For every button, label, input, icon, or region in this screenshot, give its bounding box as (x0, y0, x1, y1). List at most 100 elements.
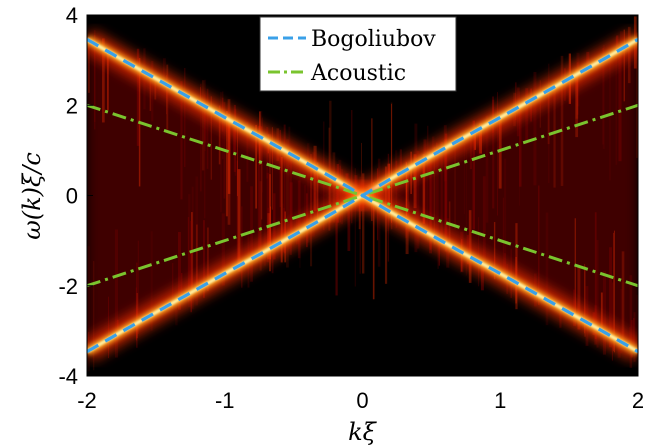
heat-streak (576, 62, 579, 115)
heat-streak (87, 246, 90, 372)
bogoliubov-curve-lower (87, 193, 638, 354)
heat-streak (180, 81, 183, 200)
heat-streak (311, 152, 315, 237)
heat-streak (233, 104, 236, 172)
heat-streak (114, 229, 119, 358)
heat-streak (360, 142, 362, 212)
heat-streak (313, 192, 316, 226)
heat-streak (188, 194, 191, 307)
heat-streak (613, 230, 615, 353)
heat-streak (203, 220, 205, 298)
y-tick-label: 0 (66, 184, 78, 209)
heat-streak (237, 119, 238, 197)
y-axis-title: ω(k)ξ/c (18, 152, 46, 240)
heat-streak (267, 213, 271, 260)
heat-streak (519, 102, 522, 187)
heat-streak (472, 120, 475, 230)
heat-streak (504, 158, 507, 279)
heat-streak (518, 91, 520, 206)
heat-streak (465, 149, 467, 276)
heat-streak (255, 124, 258, 209)
heat-streak (221, 213, 225, 286)
heat-streak (437, 151, 439, 269)
legend-label-acoustic: Acoustic (310, 61, 406, 86)
heat-streak (286, 139, 289, 268)
heat-streak (225, 111, 228, 217)
heat-streak (427, 125, 429, 241)
heat-streak (440, 142, 443, 237)
heat-streak (602, 47, 604, 145)
heat-streak (429, 152, 432, 254)
heat-streak (149, 75, 152, 111)
heat-streak (515, 223, 518, 310)
heat-streak (602, 270, 607, 355)
heat-streak (107, 50, 109, 111)
heat-streak (94, 30, 96, 123)
heat-streak (482, 176, 486, 272)
heat-streak (316, 162, 319, 227)
heat-streak (354, 168, 356, 287)
heat-streak (602, 44, 605, 149)
heat-streak (469, 129, 473, 170)
heat-streak (633, 312, 636, 362)
heat-streak (210, 96, 213, 180)
heat-streak (430, 149, 434, 238)
heat-streak (282, 203, 284, 248)
heat-streak (204, 94, 206, 219)
heat-streak (102, 38, 105, 123)
y-tick-label: -2 (58, 274, 78, 299)
heat-streak (299, 159, 301, 268)
heat-streak (283, 124, 286, 254)
heat-streak (433, 147, 436, 245)
heat-streak (187, 217, 190, 302)
heat-streak (237, 169, 241, 272)
heat-streak (432, 136, 435, 222)
heat-streak (493, 222, 496, 280)
heat-streak (289, 182, 293, 242)
heat-streak (422, 154, 425, 224)
heat-streak (547, 84, 550, 145)
heat-streak (636, 294, 638, 357)
heat-streak (189, 252, 191, 301)
heat-streak (553, 86, 556, 188)
heat-streak (200, 83, 202, 192)
x-axis: -2 -1 0 1 2 (77, 370, 644, 413)
heat-streak (391, 103, 392, 223)
heat-streak (533, 71, 537, 186)
heat-streak (297, 180, 301, 259)
heat-streak (405, 162, 407, 217)
y-tick-label: 2 (66, 93, 78, 118)
heat-streak (575, 69, 579, 119)
x-tick-label: -1 (215, 388, 235, 413)
heat-streak (191, 212, 193, 296)
heat-streak (620, 289, 623, 354)
heat-streak (351, 110, 353, 224)
heat-streak (560, 55, 564, 186)
heat-streak (395, 160, 398, 228)
heat-streak (362, 173, 365, 274)
heat-streak (233, 120, 235, 156)
heat-streak (137, 240, 140, 334)
heat-streak (304, 185, 306, 238)
heat-streak (454, 137, 456, 229)
heat-streak (502, 197, 504, 281)
heat-streak (206, 88, 209, 169)
heat-streak (548, 63, 550, 183)
heat-streak (416, 150, 420, 249)
y-tick-label: 4 (66, 3, 78, 28)
heat-streak (269, 134, 271, 239)
heat-streak (150, 231, 153, 331)
x-tick-label: 2 (632, 388, 644, 413)
heat-streak (136, 48, 140, 146)
heat-streak (207, 227, 209, 292)
heat-streak (289, 148, 292, 255)
heat-streak (618, 48, 622, 162)
x-tick-label: 1 (494, 388, 506, 413)
heat-streak (444, 133, 448, 252)
heat-streak (136, 262, 138, 348)
heat-streak (525, 88, 529, 145)
heat-streak (310, 164, 313, 229)
heat-streak (623, 29, 625, 102)
heat-streak (261, 117, 263, 193)
heat-streak (288, 126, 291, 249)
